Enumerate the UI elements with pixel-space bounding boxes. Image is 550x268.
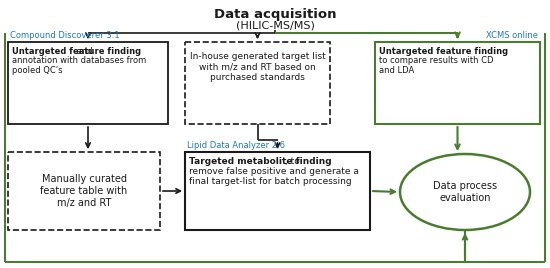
Text: XCMS online: XCMS online <box>486 31 538 40</box>
Bar <box>185 42 330 124</box>
Bar <box>185 152 370 230</box>
Ellipse shape <box>400 154 530 230</box>
Text: Lipid Data Analyzer 2.6: Lipid Data Analyzer 2.6 <box>187 141 285 150</box>
Bar <box>8 42 168 124</box>
Bar <box>375 42 540 124</box>
Text: Data process
evaluation: Data process evaluation <box>433 181 497 203</box>
Bar <box>8 152 160 230</box>
Text: Manually curated
feature table with
m/z and RT: Manually curated feature table with m/z … <box>40 174 128 208</box>
Text: and: and <box>74 47 92 56</box>
Text: Untargeted feature finding: Untargeted feature finding <box>12 47 141 56</box>
Text: Data acquisition: Data acquisition <box>214 8 336 21</box>
Text: annotation with databases from
pooled QC’s: annotation with databases from pooled QC… <box>12 56 146 75</box>
Text: , to: , to <box>285 157 300 166</box>
Text: remove false positive and generate a
final target-list for batch processing: remove false positive and generate a fin… <box>189 167 359 187</box>
Text: (HILIC-MS/MS): (HILIC-MS/MS) <box>235 20 315 30</box>
Text: In-house generated target list
with m/z and RT based on
purchased standards: In-house generated target list with m/z … <box>190 52 326 82</box>
Text: Compound Discoverer 3.1: Compound Discoverer 3.1 <box>10 31 120 40</box>
Text: Targeted metabolite finding: Targeted metabolite finding <box>189 157 332 166</box>
Text: to compare results with CD
and LDA: to compare results with CD and LDA <box>379 56 493 75</box>
Text: Untargeted feature finding: Untargeted feature finding <box>379 47 508 56</box>
